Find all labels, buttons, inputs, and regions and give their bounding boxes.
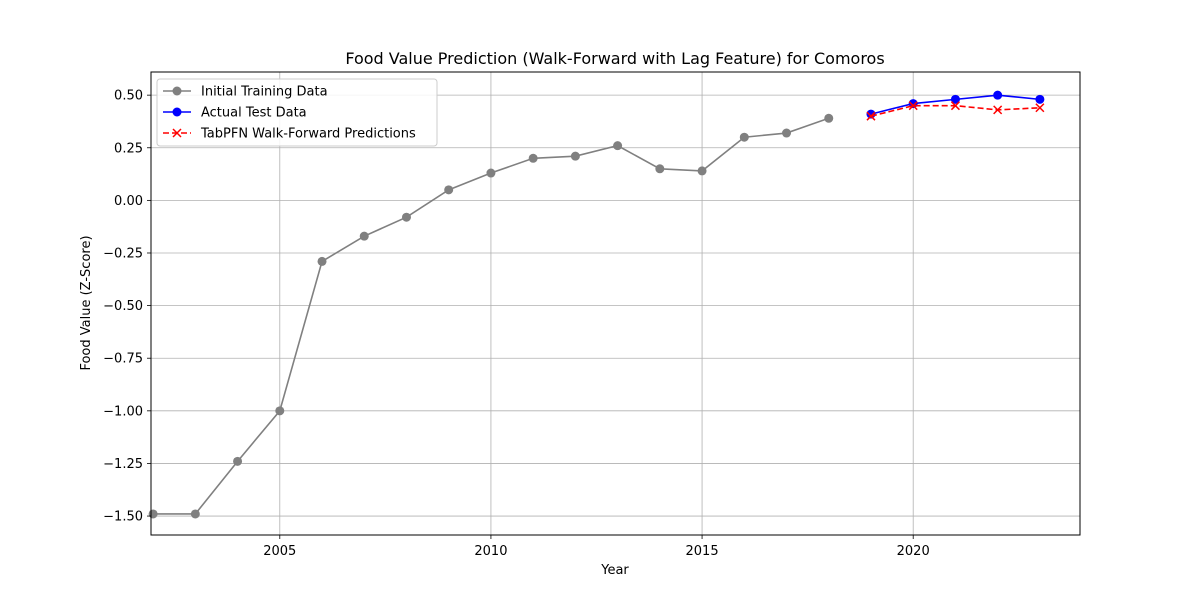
x-tick-label: 2005	[263, 544, 296, 559]
legend-marker	[172, 128, 182, 138]
data-point	[993, 105, 1003, 115]
legend-label: TabPFN Walk-Forward Predictions	[200, 127, 416, 142]
data-point	[190, 509, 200, 519]
x-axis-label: Year	[600, 563, 629, 578]
y-tick-label: −1.25	[103, 457, 143, 472]
y-tick-label: −1.50	[103, 510, 143, 525]
chart-title: Food Value Prediction (Walk-Forward with…	[345, 49, 884, 68]
data-point	[359, 231, 369, 241]
data-point	[317, 256, 327, 266]
data-point	[275, 406, 285, 416]
data-point	[655, 164, 665, 174]
data-point	[401, 212, 411, 222]
legend-marker	[172, 86, 182, 96]
x-tick-label: 2010	[474, 544, 507, 559]
legend-item: TabPFN Walk-Forward Predictions	[163, 127, 416, 142]
y-tick-label: 0.50	[114, 89, 143, 104]
data-point	[148, 509, 158, 519]
legend-label: Initial Training Data	[201, 85, 328, 100]
data-point	[739, 132, 749, 142]
data-point	[866, 111, 876, 121]
data-point	[570, 151, 580, 161]
data-point	[824, 113, 834, 123]
series-layer	[148, 90, 1045, 519]
data-point	[1035, 94, 1045, 104]
y-tick-label: −0.75	[103, 352, 143, 367]
legend-marker	[172, 107, 182, 117]
y-axis-label: Food Value (Z-Score)	[79, 235, 94, 370]
y-tick-label: −0.50	[103, 299, 143, 314]
y-tick-label: −0.25	[103, 246, 143, 261]
data-point	[908, 101, 918, 111]
data-point	[950, 101, 960, 111]
data-point	[613, 141, 623, 151]
data-point	[233, 456, 243, 466]
y-tick-label: −1.00	[103, 404, 143, 419]
x-tick-label: 2020	[897, 544, 930, 559]
grid-lines	[151, 72, 1080, 535]
data-point	[444, 185, 454, 195]
data-point	[1035, 103, 1045, 113]
legend-label: Actual Test Data	[201, 106, 307, 121]
plot-frame	[150, 71, 1081, 536]
legend-item: Actual Test Data	[163, 106, 307, 121]
series-2	[866, 101, 1045, 121]
data-point	[486, 168, 496, 178]
data-point	[782, 128, 792, 138]
data-point	[528, 153, 538, 163]
y-axis: 0.50 0.25 0.00 −0.25 −0.50 −0.75 −1.00 −1.25 −1.…	[103, 89, 151, 525]
legend-item: Initial Training Data	[163, 85, 328, 100]
legend-box	[156, 78, 438, 147]
x-axis: 2005 2010 2015 2020	[263, 535, 930, 559]
data-point	[950, 94, 960, 104]
legend: Initial Training Data Actual Test Data Tab…	[156, 78, 438, 147]
data-point	[993, 90, 1003, 100]
y-tick-label: 0.25	[114, 141, 143, 156]
x-tick-label: 2015	[686, 544, 719, 559]
data-point	[697, 166, 707, 176]
y-tick-label: 0.00	[114, 194, 143, 209]
